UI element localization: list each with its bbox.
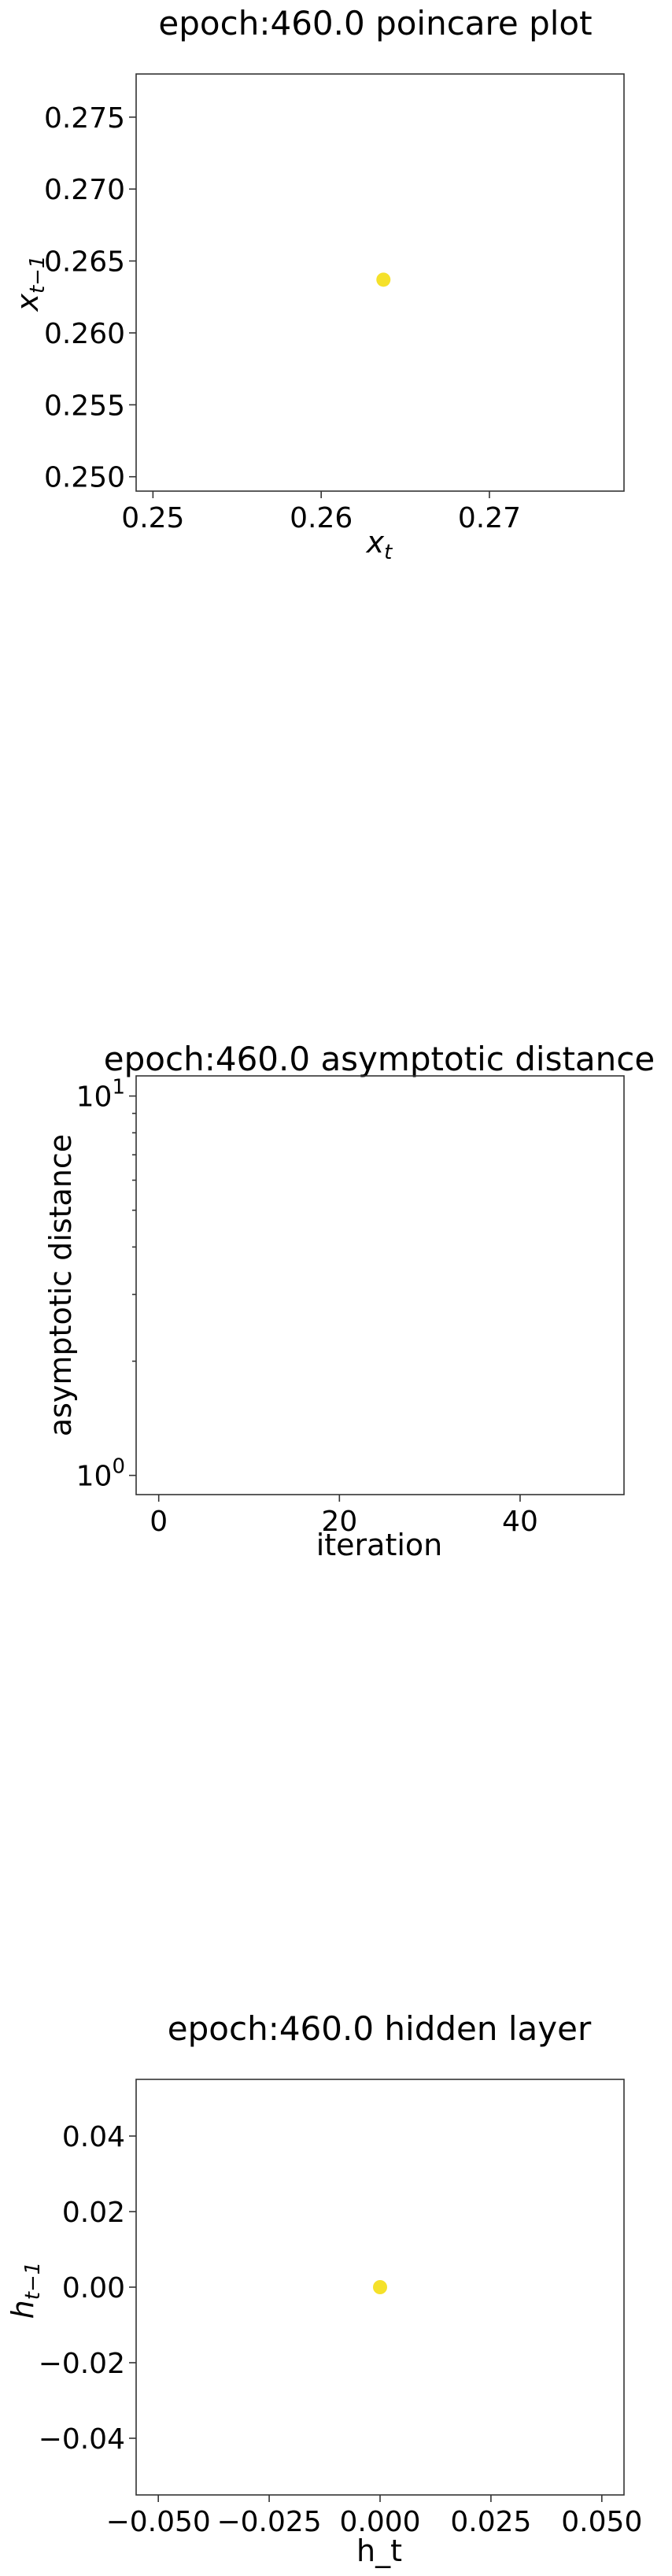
poincare-plot-area xyxy=(135,73,625,492)
x-tick-label: 0.025 xyxy=(450,2506,531,2538)
poincare-points xyxy=(376,272,391,287)
hidden-layer-title: epoch:460.0 hidden layer xyxy=(168,2009,592,2048)
y-tick-label: 0.04 xyxy=(62,2121,125,2153)
poincare-y-label: xt−1 xyxy=(10,255,50,312)
asymptotic-x-ticks: 0 20 40 xyxy=(150,1495,538,1538)
y-tick-base: 10 xyxy=(76,1081,113,1114)
poincare-chart: epoch:460.0 poincare plot 0.25 0.26 0.27 0… xyxy=(10,4,625,564)
poincare-x-ticks: 0.25 0.26 0.27 xyxy=(121,491,521,534)
y-tick-label: −0.02 xyxy=(39,2348,125,2380)
y-tick-label: −0.04 xyxy=(39,2423,125,2456)
y-tick-label: 100 xyxy=(76,1455,125,1493)
poincare-title: epoch:460.0 poincare plot xyxy=(158,4,592,43)
x-tick-label: 0 xyxy=(150,1506,168,1538)
hidden-layer-y-ticks: −0.04 −0.02 0.00 0.02 0.04 xyxy=(39,2121,136,2456)
y-tick-exponent: 1 xyxy=(112,1076,125,1100)
hidden-layer-chart: epoch:460.0 hidden layer −0.050 −0.025 0.0… xyxy=(6,2009,642,2568)
y-tick-label: 0.265 xyxy=(44,246,125,279)
x-tick-label: 0.26 xyxy=(290,502,353,534)
asymptotic-x-label: iteration xyxy=(316,1528,443,1562)
x-tick-label: 0.27 xyxy=(458,502,521,534)
asymptotic-y-label: asymptotic distance xyxy=(43,1134,78,1436)
y-tick-exponent: 0 xyxy=(112,1455,125,1479)
hidden-layer-x-label: h_t xyxy=(356,2533,402,2568)
asymptotic-plot-area xyxy=(135,1075,625,1495)
hidden-layer-y-label: ht−1 xyxy=(6,2262,45,2319)
x-tick-label: 20 xyxy=(321,1506,357,1538)
asymptotic-chart: epoch:460.0 asymptotic distance 0 20 40 10… xyxy=(43,1040,655,1562)
x-tick-label: 0.050 xyxy=(561,2506,642,2538)
x-tick-label: 0.25 xyxy=(121,502,184,534)
x-tick-label: −0.050 xyxy=(106,2506,211,2538)
y-tick-label: 0.02 xyxy=(62,2197,125,2229)
y-tick-label: 0.260 xyxy=(44,318,125,350)
hidden-layer-points xyxy=(373,2280,387,2294)
x-tick-label: −0.025 xyxy=(216,2506,321,2538)
data-point xyxy=(373,2280,387,2294)
asymptotic-title: epoch:460.0 asymptotic distance xyxy=(104,1040,655,1078)
y-tick-label: 0.255 xyxy=(44,390,125,422)
y-tick-label: 0.00 xyxy=(62,2272,125,2304)
y-tick-base: 10 xyxy=(76,1461,113,1493)
y-tick-label: 0.275 xyxy=(44,102,125,135)
x-tick-label: 40 xyxy=(502,1506,538,1538)
poincare-y-ticks: 0.250 0.255 0.260 0.265 0.270 0.275 xyxy=(44,102,136,494)
poincare-x-label: xt xyxy=(366,525,393,564)
data-point xyxy=(376,272,391,287)
y-tick-label: 0.270 xyxy=(44,174,125,206)
x-tick-label: 0.000 xyxy=(339,2506,420,2538)
hidden-layer-x-ticks: −0.050 −0.025 0.000 0.025 0.050 xyxy=(106,2495,642,2538)
y-tick-label: 101 xyxy=(76,1076,125,1114)
y-tick-label: 0.250 xyxy=(44,462,125,494)
